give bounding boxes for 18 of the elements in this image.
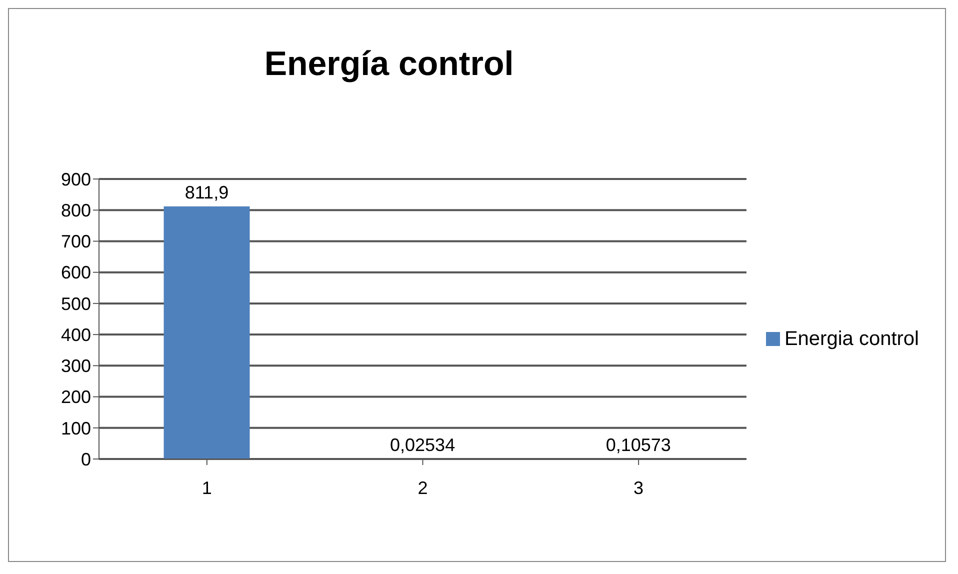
- data-label: 811,9: [184, 182, 229, 202]
- x-tick-label: 1: [202, 478, 212, 498]
- data-label: 0,10573: [606, 434, 671, 455]
- y-tick-label: 500: [60, 294, 91, 314]
- y-tick-label: 600: [60, 262, 91, 283]
- y-tick-label: 300: [60, 356, 91, 376]
- y-tick-label: 400: [60, 324, 91, 345]
- data-label: 0,02534: [390, 434, 456, 455]
- y-tick-label: 800: [60, 200, 91, 220]
- chart-title: Energía control: [263, 45, 515, 84]
- y-tick-label: 200: [60, 387, 91, 408]
- y-tick-label: 100: [60, 418, 91, 438]
- x-tick-label: 3: [634, 478, 644, 498]
- y-tick-label: 700: [60, 232, 91, 252]
- legend-label: Energia control: [784, 328, 919, 350]
- y-tick-label: 0: [80, 449, 91, 470]
- x-tick-label: 2: [418, 478, 428, 498]
- y-tick-label: 900: [60, 169, 91, 190]
